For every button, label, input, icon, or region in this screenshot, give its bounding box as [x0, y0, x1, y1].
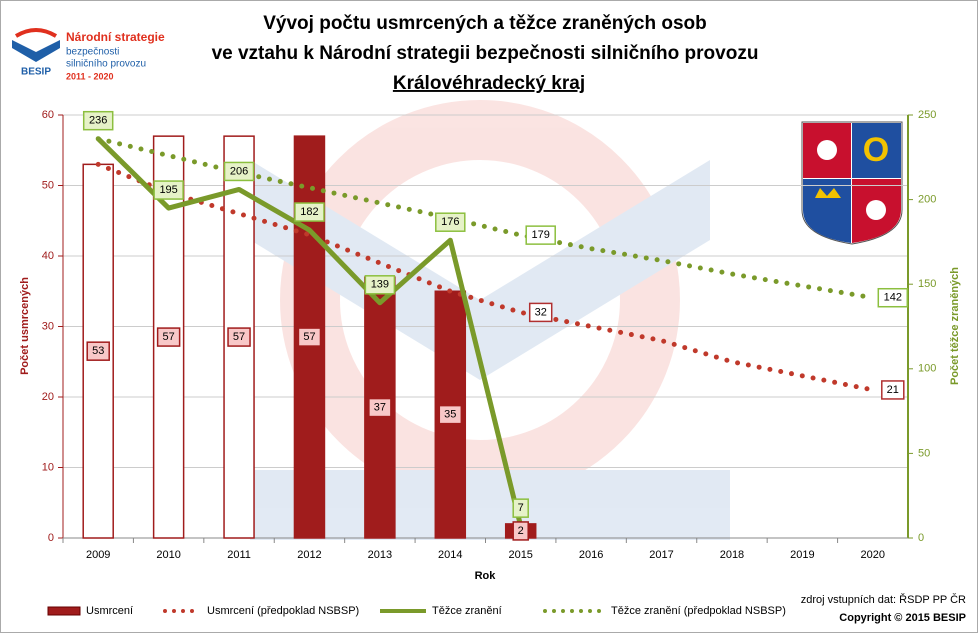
value-label-box: [877, 287, 909, 308]
legend-label: Těžce zranění: [432, 605, 502, 617]
x-tick-label: 2019: [790, 549, 814, 561]
y-tick-label: 60: [42, 109, 54, 121]
value-label: 57: [233, 331, 245, 343]
x-tick-label: 2020: [861, 549, 885, 561]
chart-title: ve vztahu k Národní strategii bezpečnost…: [212, 43, 759, 64]
y2-tick-label: 50: [918, 447, 930, 459]
value-label: 21: [887, 384, 899, 396]
value-label-box: [156, 327, 181, 347]
x-tick-label: 2014: [438, 549, 462, 561]
y-tick-label: 50: [42, 179, 54, 191]
value-label-box: [435, 212, 466, 232]
value-label-box: [368, 397, 392, 418]
chart-title: Královéhradecký kraj: [393, 73, 585, 94]
y-axis-title: Počet usmrcených: [19, 277, 31, 375]
value-label: 139: [371, 279, 389, 291]
x-tick-label: 2016: [579, 549, 603, 561]
x-tick-label: 2012: [297, 549, 321, 561]
y2-tick-label: 0: [918, 532, 924, 544]
value-label-box: [512, 521, 529, 541]
coat-of-arms: O: [801, 121, 903, 245]
value-label-box: [297, 327, 322, 347]
value-label: 236: [89, 115, 107, 127]
logo-text: 2011 - 2020: [66, 71, 114, 81]
value-label-box: [881, 380, 905, 400]
logo-brand: BESIP: [21, 67, 51, 78]
value-label: 179: [532, 229, 550, 241]
value-label: 37: [374, 401, 386, 413]
value-label: 57: [163, 331, 175, 343]
source: zdroj vstupních dat: ŘSDP PP ČR: [801, 593, 966, 606]
value-label: 176: [441, 216, 459, 228]
value-label: 2: [518, 525, 524, 537]
logo-wing: [12, 40, 60, 62]
legend-label: Usmrcení: [86, 605, 133, 617]
value-label-box: [86, 341, 110, 361]
y-tick-label: 10: [42, 461, 54, 473]
value-label-box: [364, 275, 396, 295]
value-label-box: [438, 404, 463, 425]
x-tick-label: 2013: [368, 549, 392, 561]
logo-text: silničního provozu: [66, 59, 146, 70]
x-tick-label: 2011: [227, 549, 251, 561]
logo-text: Národní strategie: [66, 30, 165, 44]
value-label: 206: [230, 165, 248, 177]
value-label-box: [227, 327, 251, 347]
x-tick-label: 2010: [156, 549, 180, 561]
chart-title: Vývoj počtu usmrcených a těžce zraněných…: [263, 13, 706, 34]
y2-axis-title: Počet těžce zraněných: [949, 267, 961, 385]
y2-tick-label: 250: [918, 109, 936, 121]
y2-tick-label: 200: [918, 194, 936, 206]
legend-swatch: [47, 606, 81, 616]
value-label-box: [528, 302, 553, 323]
value-label-box: [153, 180, 184, 200]
value-label-box: [223, 161, 255, 182]
value-label: 182: [300, 206, 318, 218]
y2-tick-label: 100: [918, 363, 936, 375]
x-tick-label: 2015: [508, 549, 532, 561]
value-label: 57: [303, 331, 315, 343]
y2-tick-label: 150: [918, 278, 936, 290]
value-label: 35: [444, 409, 456, 421]
value-label: 32: [535, 306, 547, 318]
value-label: 7: [518, 502, 524, 514]
copyright: Copyright © 2015 BESIP: [839, 612, 966, 624]
x-axis-title: Rok: [475, 570, 497, 582]
y-tick-label: 20: [42, 391, 54, 403]
y-tick-label: 40: [42, 250, 54, 262]
value-label-box: [294, 202, 325, 222]
value-label-box: [512, 498, 529, 518]
x-tick-label: 2018: [720, 549, 744, 561]
y-tick-label: 0: [48, 532, 54, 544]
value-label: 142: [884, 292, 902, 304]
value-label: 195: [159, 184, 177, 196]
value-label-box: [82, 110, 114, 131]
value-label: 53: [92, 345, 104, 357]
logo-text: bezpečnosti: [66, 47, 119, 58]
y-tick-label: 30: [42, 320, 54, 332]
legend-label: Těžce zranění (předpoklad NSBSP): [611, 605, 786, 617]
line: [96, 136, 524, 527]
legend-label: Usmrcení (předpoklad NSBSP): [207, 605, 359, 617]
logo: BESIP Národní strategie bezpečnosti siln…: [12, 28, 165, 81]
x-tick-label: 2009: [86, 549, 110, 561]
x-tick-label: 2017: [649, 549, 673, 561]
logo-arc: [14, 28, 58, 38]
value-label-box: [525, 225, 556, 245]
svg-text:O: O: [863, 131, 889, 169]
